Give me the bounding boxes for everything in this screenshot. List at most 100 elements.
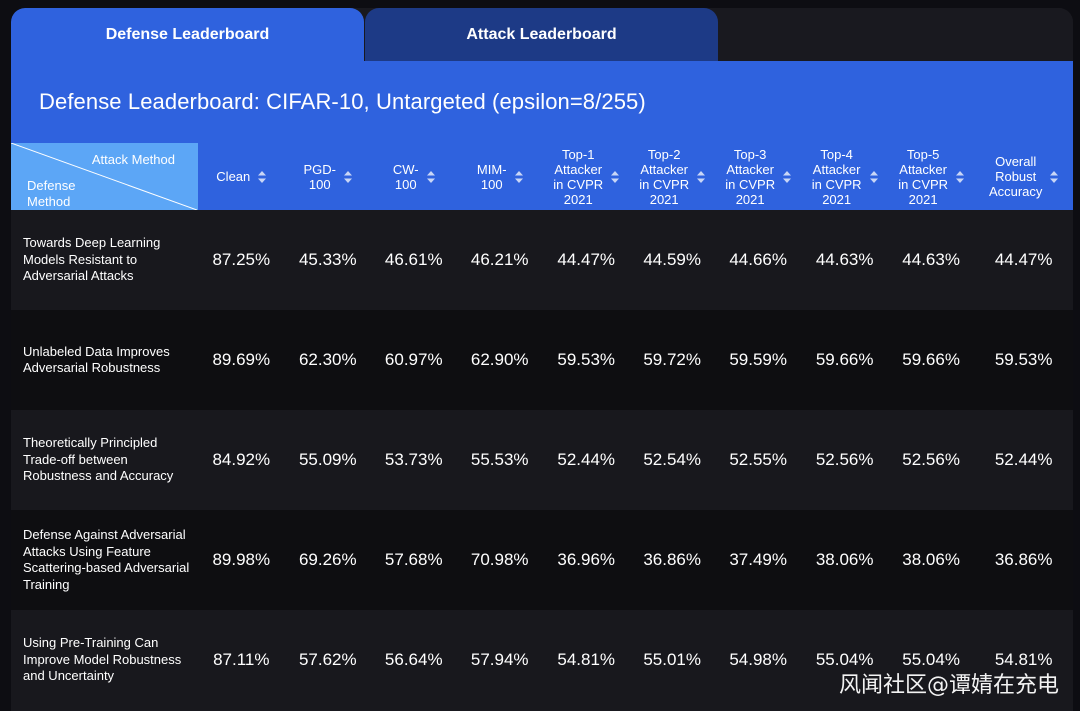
watermark: 风闻社区@谭婧在充电	[838, 673, 1059, 698]
column-header-content[interactable]: Clean	[198, 143, 284, 210]
corner-defense-line2: Method	[27, 194, 71, 209]
sort-icon[interactable]	[869, 170, 878, 183]
accuracy-cell: 53.73%	[371, 410, 457, 510]
defense-method-name: Unlabeled Data Improves Adversarial Robu…	[11, 310, 199, 410]
accuracy-cell: 87.25%	[198, 210, 285, 310]
defense-method-name: Theoretically Principled Trade-off betwe…	[11, 410, 199, 510]
accuracy-cell: 59.66%	[887, 310, 975, 410]
column-header-content[interactable]: MIM- 100	[456, 143, 542, 210]
accuracy-cell: 59.72%	[629, 310, 715, 410]
table-row: Towards Deep Learning Models Resistant t…	[11, 210, 1073, 310]
accuracy-cell: 59.53%	[542, 310, 630, 410]
accuracy-cell: 55.01%	[629, 610, 715, 710]
leaderboard-panel: Defense Leaderboard Attack Leaderboard D…	[11, 8, 1073, 711]
table-row: Theoretically Principled Trade-off betwe…	[11, 410, 1073, 510]
table-row: Unlabeled Data Improves Adversarial Robu…	[11, 310, 1073, 410]
sort-icon[interactable]	[697, 170, 706, 183]
accuracy-cell: 89.98%	[198, 510, 285, 610]
accuracy-cell: 38.06%	[887, 510, 975, 610]
corner-defense-label: Defense Method	[27, 178, 75, 210]
accuracy-cell: 46.61%	[371, 210, 457, 310]
corner-header-cell: Attack Method Defense Method	[11, 143, 199, 210]
leaderboard-table: Attack Method Defense Method Clean PGD- …	[11, 143, 1073, 710]
column-header[interactable]: CW- 100	[371, 143, 457, 210]
sort-icon[interactable]	[426, 170, 435, 183]
accuracy-cell: 37.49%	[714, 510, 802, 610]
sort-icon[interactable]	[344, 170, 353, 183]
accuracy-cell: 70.98%	[456, 510, 543, 610]
accuracy-cell: 84.92%	[198, 410, 285, 510]
column-header-content[interactable]: Overall Robust Accuracy	[974, 143, 1073, 210]
accuracy-cell: 60.97%	[371, 310, 457, 410]
accuracy-cell: 36.96%	[542, 510, 630, 610]
accuracy-cell: 87.11%	[198, 610, 285, 710]
column-header-content[interactable]: CW- 100	[371, 143, 456, 210]
sort-icon[interactable]	[783, 170, 792, 183]
accuracy-cell: 57.94%	[456, 610, 543, 710]
column-header-content[interactable]: PGD- 100	[285, 143, 371, 210]
accuracy-cell: 54.98%	[714, 610, 802, 710]
column-header-label: Top-2 Attacker in CVPR 2021	[639, 146, 690, 207]
column-header-content[interactable]: Top-4 Attacker in CVPR 2021	[801, 143, 887, 210]
accuracy-cell: 57.68%	[371, 510, 457, 610]
column-header-content[interactable]: Top-5 Attacker in CVPR 2021	[888, 143, 974, 210]
table-body: Towards Deep Learning Models Resistant t…	[11, 210, 1073, 710]
accuracy-cell: 89.69%	[198, 310, 285, 410]
column-header-label: Top-1 Attacker in CVPR 2021	[553, 146, 604, 207]
column-header[interactable]: Top-2 Attacker in CVPR 2021	[629, 143, 715, 210]
tab-defense-leaderboard[interactable]: Defense Leaderboard	[11, 8, 364, 61]
leaderboard-header: Defense Leaderboard: CIFAR-10, Untargete…	[11, 61, 1073, 143]
accuracy-cell: 46.21%	[456, 210, 543, 310]
column-header-content[interactable]: Top-1 Attacker in CVPR 2021	[543, 143, 629, 210]
defense-method-name: Using Pre-Training Can Improve Model Rob…	[11, 610, 199, 710]
accuracy-cell: 59.66%	[801, 310, 888, 410]
accuracy-cell: 52.56%	[801, 410, 888, 510]
accuracy-cell: 44.66%	[714, 210, 802, 310]
sort-icon[interactable]	[258, 170, 267, 183]
accuracy-cell: 36.86%	[629, 510, 715, 610]
tab-attack-leaderboard[interactable]: Attack Leaderboard	[365, 8, 718, 69]
column-header[interactable]: Top-3 Attacker in CVPR 2021	[714, 143, 802, 210]
column-header-label: CW- 100	[392, 161, 419, 192]
column-header[interactable]: PGD- 100	[284, 143, 372, 210]
accuracy-cell: 56.64%	[371, 610, 457, 710]
accuracy-cell: 55.04%	[801, 610, 888, 710]
sort-icon[interactable]	[514, 170, 523, 183]
accuracy-cell: 44.47%	[542, 210, 630, 310]
column-header-label: Top-3 Attacker in CVPR 2021	[725, 146, 776, 207]
column-header[interactable]: Top-1 Attacker in CVPR 2021	[542, 143, 630, 210]
accuracy-cell: 62.30%	[284, 310, 372, 410]
accuracy-cell: 45.33%	[284, 210, 372, 310]
page-title: Defense Leaderboard: CIFAR-10, Untargete…	[39, 89, 646, 114]
accuracy-cell: 52.44%	[974, 410, 1073, 510]
accuracy-cell: 52.54%	[629, 410, 715, 510]
accuracy-cell: 38.06%	[801, 510, 888, 610]
sort-icon[interactable]	[1050, 170, 1059, 183]
column-header-label: Clean	[216, 169, 251, 184]
column-header[interactable]: MIM- 100	[456, 143, 543, 210]
diagonal-divider	[11, 143, 197, 210]
column-header[interactable]: Clean	[198, 143, 285, 210]
accuracy-cell: 44.59%	[629, 210, 715, 310]
accuracy-cell: 52.44%	[542, 410, 630, 510]
table-row: Using Pre-Training Can Improve Model Rob…	[11, 610, 1073, 710]
accuracy-cell: 69.26%	[284, 510, 372, 610]
accuracy-cell: 44.63%	[801, 210, 888, 310]
defense-method-name: Defense Against Adversarial Attacks Usin…	[11, 510, 199, 610]
corner-defense-line1: Defense	[27, 178, 76, 193]
accuracy-cell: 57.62%	[284, 610, 372, 710]
column-header-content[interactable]: Top-2 Attacker in CVPR 2021	[629, 143, 714, 210]
sort-icon[interactable]	[956, 170, 965, 183]
column-header[interactable]: Overall Robust Accuracy	[974, 143, 1073, 210]
column-header-content[interactable]: Top-3 Attacker in CVPR 2021	[715, 143, 801, 210]
sort-icon[interactable]	[611, 170, 620, 183]
column-header[interactable]: Top-5 Attacker in CVPR 2021	[887, 143, 975, 210]
column-header-label: Top-4 Attacker in CVPR 2021	[811, 146, 862, 207]
accuracy-cell: 55.53%	[456, 410, 543, 510]
accuracy-cell: 62.90%	[456, 310, 543, 410]
accuracy-cell: 59.59%	[714, 310, 802, 410]
column-header[interactable]: Top-4 Attacker in CVPR 2021	[801, 143, 888, 210]
table-header-row: Attack Method Defense Method Clean PGD- …	[11, 143, 1073, 210]
table-row: Defense Against Adversarial Attacks Usin…	[11, 510, 1073, 610]
accuracy-cell: 36.86%	[974, 510, 1073, 610]
